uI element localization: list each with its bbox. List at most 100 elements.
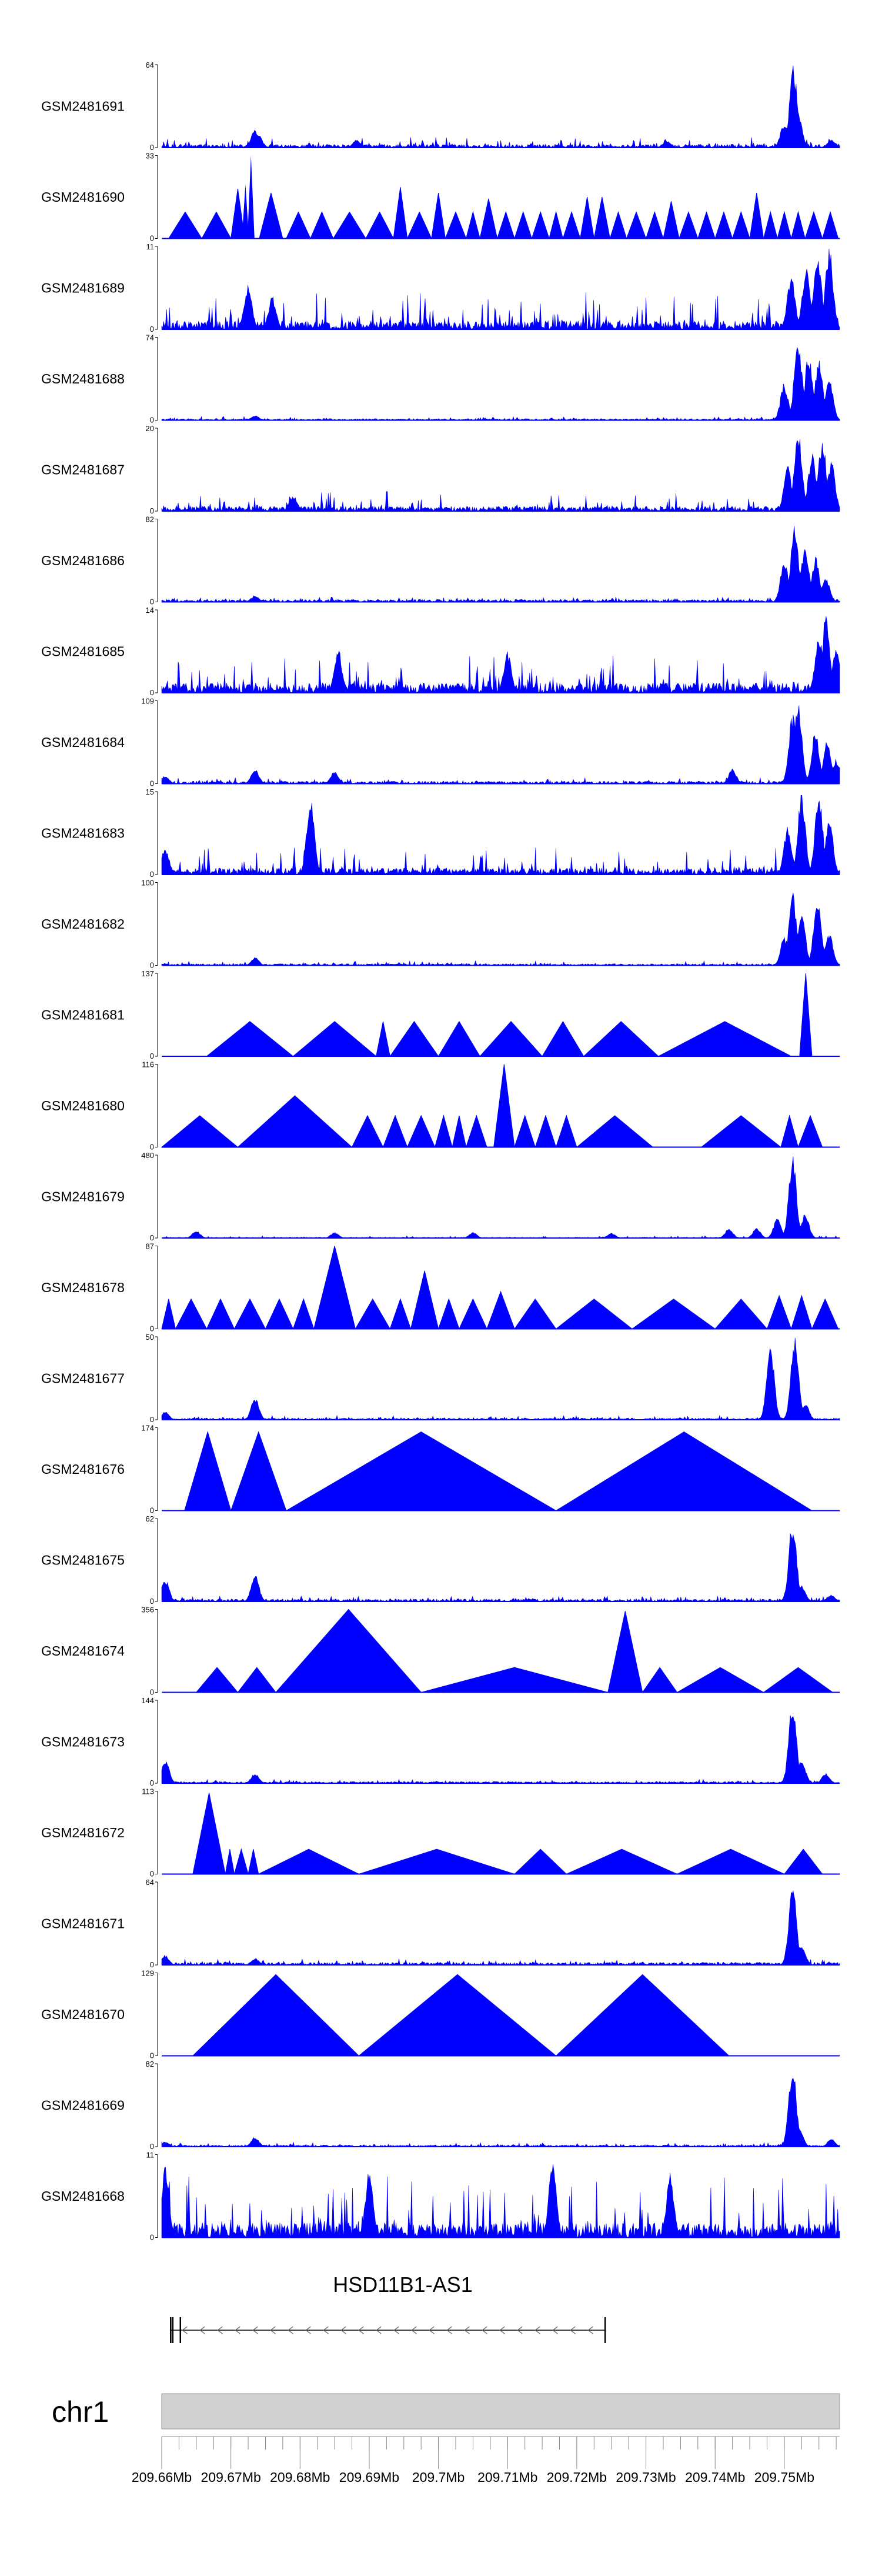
y-axis-max-label: 14: [146, 606, 154, 615]
coverage-peak: [365, 211, 394, 239]
track-GSM2481681: GSM2481681 137 0: [41, 969, 840, 1060]
genome-axis-track: chr1 209.66Mb 209.67Mb 209.68Mb 209.69Mb 209…: [52, 2393, 840, 2485]
track-label: GSM2481683: [41, 826, 125, 841]
coverage-peak: [168, 211, 203, 239]
track-GSM2481671: GSM2481671 64 0: [41, 1878, 840, 1969]
track-label: GSM2481669: [41, 2098, 125, 2113]
coverage-peak: [237, 1095, 353, 1147]
coverage-peak: [555, 1299, 633, 1329]
track-GSM2481683: GSM2481683 15 0: [41, 788, 840, 879]
coverage-peak: [358, 1974, 557, 2056]
coverage-peak: [555, 1115, 577, 1147]
gene-strand-arrow: [323, 2326, 329, 2334]
coverage-area: [161, 1156, 840, 1239]
y-axis-max-label: 33: [146, 152, 154, 161]
track-GSM2481688: GSM2481688 74 0: [41, 333, 840, 425]
coverage-area: [161, 1890, 840, 1966]
gene-strand-arrow: [376, 2326, 382, 2334]
y-axis-min-label: 0: [150, 688, 154, 697]
coverage-peak: [731, 211, 750, 239]
coverage-peak: [435, 1115, 453, 1147]
track-label: GSM2481679: [41, 1189, 125, 1204]
y-axis-min-label: 0: [150, 1052, 154, 1060]
y-axis-max-label: 144: [141, 1696, 154, 1705]
track-GSM2481686: GSM2481686 82 0: [41, 515, 840, 606]
gene-strand-arrow: [570, 2326, 576, 2334]
coverage-peak: [195, 1667, 239, 1693]
coverage-peak: [175, 1298, 208, 1329]
gene-strand-arrow: [446, 2326, 452, 2334]
coverage-peak: [201, 211, 232, 239]
y-axis-max-label: 174: [141, 1424, 154, 1433]
coverage-peak: [445, 211, 467, 239]
y-axis-max-label: 64: [146, 1878, 154, 1887]
coverage-peak: [562, 211, 581, 239]
coverage-peak: [609, 211, 627, 239]
track-label: GSM2481672: [41, 1825, 125, 1840]
coverage-peak: [479, 1021, 543, 1057]
coverage-peak: [645, 211, 664, 239]
coverage-peak: [766, 1294, 792, 1329]
y-axis-max-label: 74: [146, 333, 154, 342]
track-GSM2481668: GSM2481668 11 0: [41, 2151, 840, 2242]
coverage-peak: [763, 1667, 834, 1693]
gene-strand-arrow: [270, 2326, 276, 2334]
track-GSM2481679: GSM2481679 480 0: [41, 1151, 840, 1242]
track-label: GSM2481684: [41, 735, 125, 750]
coverage-peak: [359, 1848, 515, 1874]
track-label: GSM2481688: [41, 371, 125, 386]
y-axis-max-label: 480: [141, 1151, 154, 1160]
coverage-peak: [626, 211, 647, 239]
coverage-peak: [783, 1848, 823, 1874]
coverage-peak: [258, 1848, 359, 1874]
coverage-peak: [534, 1115, 557, 1147]
coverage-peak: [514, 211, 533, 239]
coverage-peak: [466, 211, 480, 239]
coverage-peak: [313, 1246, 356, 1329]
gene-strand-arrow: [305, 2326, 311, 2334]
track-label: GSM2481671: [41, 1916, 125, 1931]
coverage-peak: [714, 1298, 768, 1329]
coverage-peak: [797, 1115, 823, 1147]
coverage-area: [161, 65, 840, 149]
coverage-peak: [406, 1115, 436, 1147]
coverage-peak: [496, 211, 515, 239]
gene-strand-arrow: [552, 2326, 558, 2334]
coverage-peak: [382, 1115, 408, 1147]
coverage-peak: [286, 211, 311, 239]
track-label: GSM2481674: [41, 1643, 125, 1659]
track-GSM2481674: GSM2481674 356 0: [41, 1606, 840, 1697]
y-axis-min-label: 0: [150, 1688, 154, 1697]
track-label: GSM2481668: [41, 2188, 125, 2204]
y-axis-max-label: 137: [141, 969, 154, 978]
coverage-peak: [242, 184, 249, 239]
y-axis-max-label: 15: [146, 788, 154, 796]
coverage-peak: [275, 1609, 422, 1693]
coverage-peak: [248, 1849, 259, 1874]
y-axis-max-label: 62: [146, 1514, 154, 1523]
coverage-area: [161, 1715, 840, 1784]
gene-strand-arrow: [482, 2326, 487, 2334]
coverage-peak: [376, 1021, 390, 1057]
y-axis-max-label: 11: [146, 242, 155, 251]
coverage-peak: [452, 1115, 467, 1147]
y-axis-min-label: 0: [150, 870, 154, 879]
track-label: GSM2481690: [41, 189, 125, 205]
coverage-peak: [389, 1020, 439, 1057]
y-axis-min-label: 0: [150, 598, 154, 606]
y-axis-min-label: 0: [150, 961, 154, 970]
track-GSM2481676: GSM2481676 174 0: [41, 1424, 840, 1515]
track-GSM2481677: GSM2481677 50 0: [41, 1333, 840, 1424]
coverage-peak: [607, 1611, 643, 1693]
coverage-peak: [192, 1974, 360, 2056]
chromosome-label: chr1: [52, 2395, 109, 2428]
coverage-peak: [355, 1298, 391, 1329]
coverage-peak: [421, 1667, 609, 1693]
coverage-peak: [514, 1298, 557, 1329]
track-GSM2481678: GSM2481678 87 0: [41, 1242, 840, 1333]
coverage-peak: [437, 1020, 481, 1057]
y-axis-max-label: 129: [141, 1969, 154, 1978]
y-axis-min-label: 0: [150, 416, 154, 425]
coverage-peak: [466, 1115, 487, 1147]
track-GSM2481682: GSM2481682 100 0: [41, 879, 840, 970]
